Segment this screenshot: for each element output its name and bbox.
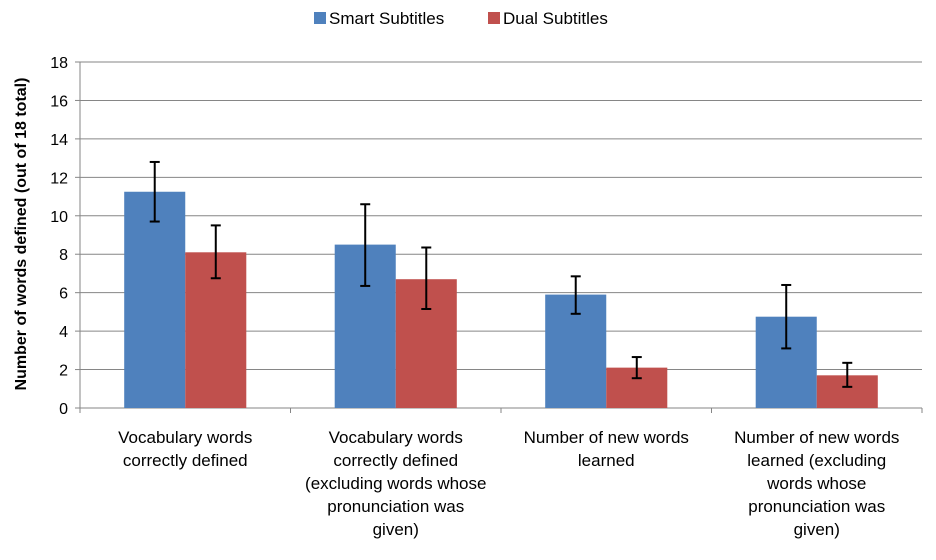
legend: Smart Subtitles Dual Subtitles — [314, 9, 608, 28]
y-tick-label: 6 — [59, 286, 68, 303]
y-tick-label: 4 — [59, 324, 68, 341]
x-tick-label: Number of new words learned — [524, 428, 689, 470]
y-tick-label: 2 — [59, 363, 68, 380]
y-axis-title: Number of words defined (out of 18 total… — [13, 78, 30, 391]
legend-swatch — [488, 12, 500, 24]
legend-label: Smart Subtitles — [329, 9, 444, 28]
x-tick-label: Vocabulary words correctly defined (exclud… — [305, 428, 486, 539]
y-tick-label: 12 — [50, 170, 68, 187]
legend-label: Dual Subtitles — [503, 9, 608, 28]
y-tick-label: 18 — [50, 55, 68, 72]
y-tick-label: 10 — [50, 209, 68, 226]
labels-layer: 0 2 4 6 8 10 12 14 16 18 Vocabulary words correctly… — [50, 55, 899, 539]
legend-swatch — [314, 12, 326, 24]
bar — [124, 191, 186, 408]
bars-layer — [124, 191, 878, 408]
y-tick-label: 14 — [50, 132, 68, 149]
x-tick-label: Number of new words learned (excluding wor… — [734, 428, 899, 539]
y-tick-label: 16 — [50, 93, 68, 110]
error-bars-layer — [149, 160, 853, 388]
y-tick-label: 8 — [59, 247, 68, 264]
legend-item: Dual Subtitles — [488, 9, 608, 28]
x-tick-label: Vocabulary words correctly defined — [118, 428, 252, 470]
legend-item: Smart Subtitles — [314, 9, 444, 28]
y-tick-label: 0 — [59, 401, 68, 418]
